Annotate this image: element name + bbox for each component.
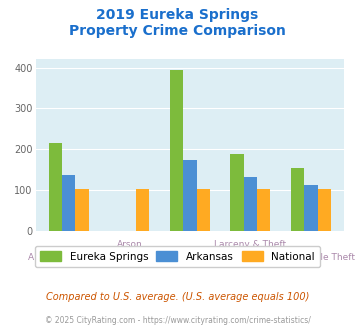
Bar: [230, 154, 244, 231]
Text: All Property Crime: All Property Crime: [28, 253, 110, 262]
Text: Larceny & Theft: Larceny & Theft: [214, 241, 286, 249]
Text: Arson: Arson: [116, 241, 142, 249]
Bar: [170, 70, 183, 231]
Bar: [62, 175, 76, 231]
Bar: [136, 189, 149, 231]
Text: Compared to U.S. average. (U.S. average equals 100): Compared to U.S. average. (U.S. average …: [46, 292, 309, 302]
Bar: [304, 185, 318, 231]
Bar: [76, 189, 89, 231]
Bar: [318, 189, 331, 231]
Text: 2019 Eureka Springs: 2019 Eureka Springs: [96, 8, 259, 22]
Bar: [257, 189, 271, 231]
Legend: Eureka Springs, Arkansas, National: Eureka Springs, Arkansas, National: [35, 246, 320, 267]
Text: Property Crime Comparison: Property Crime Comparison: [69, 24, 286, 38]
Text: Burglary: Burglary: [171, 253, 209, 262]
Bar: [244, 177, 257, 231]
Bar: [197, 189, 210, 231]
Bar: [183, 159, 197, 231]
Bar: [291, 168, 304, 231]
Text: © 2025 CityRating.com - https://www.cityrating.com/crime-statistics/: © 2025 CityRating.com - https://www.city…: [45, 316, 310, 325]
Text: Motor Vehicle Theft: Motor Vehicle Theft: [267, 253, 355, 262]
Bar: [49, 143, 62, 231]
